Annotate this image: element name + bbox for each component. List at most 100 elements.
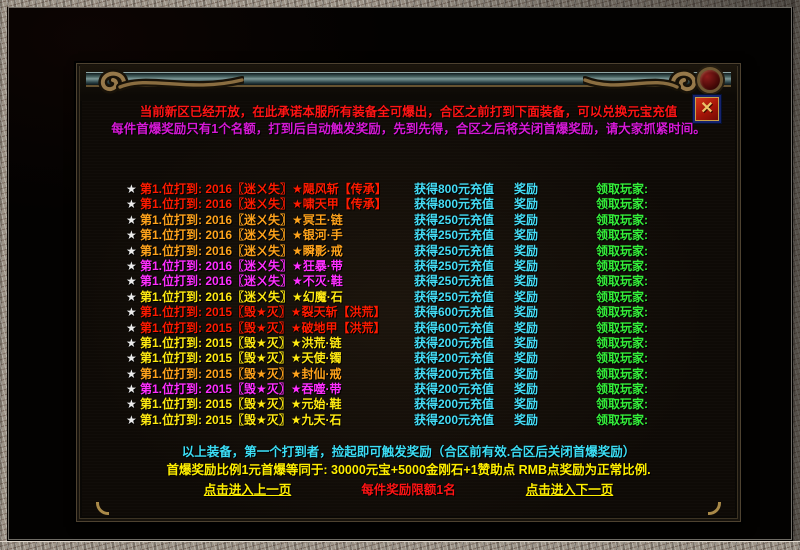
item-drop-label: 第1.位打到: 2015〖毁★灭〗★裂天斩【洪荒】: [140, 305, 386, 320]
reward-amount-label: 获得250元充值: [414, 258, 495, 273]
item-drop-label: 第1.位打到: 2015〖毁★灭〗★九天·石: [140, 412, 342, 427]
award-label: 奖励: [514, 243, 539, 258]
drop-list-row: ★ 第1.位打到: 2016〖迷ㄨ失〗★啸天甲【传承】 获得800元充值 奖励 …: [126, 197, 736, 212]
claim-player-label: 领取玩家:: [596, 228, 648, 243]
first-drop-reward-panel: ✕ 当前新区已经开放，在此承诺本服所有装备全可爆出，合区之前打到下面装备，可以兑…: [75, 62, 742, 523]
award-label: 奖励: [514, 289, 539, 304]
item-drop-label: 第1.位打到: 2016〖迷ㄨ失〗★幻魔·石: [140, 289, 343, 304]
claim-player-label: 领取玩家:: [596, 335, 648, 350]
row-star-icon: ★: [126, 351, 137, 366]
award-label: 奖励: [514, 366, 539, 381]
reward-amount-label: 获得200元充值: [414, 412, 495, 427]
footer-block: 以上装备，第一个打到者，捡起即可触发奖励（合区前有效.合区后关闭首爆奖励） 首爆…: [76, 443, 741, 499]
award-label: 奖励: [514, 335, 539, 350]
award-label: 奖励: [514, 274, 539, 289]
reward-amount-label: 获得250元充值: [414, 289, 495, 304]
close-button[interactable]: ✕: [693, 95, 721, 123]
reward-amount-label: 获得250元充值: [414, 274, 495, 289]
footer-rule-line: 以上装备，第一个打到者，捡起即可触发奖励（合区前有效.合区后关闭首爆奖励）: [181, 445, 636, 459]
prev-page-link[interactable]: 点击进入上一页: [203, 483, 292, 497]
drop-list-row: ★ 第1.位打到: 2015〖毁★灭〗★裂天斩【洪荒】 获得600元充值 奖励 …: [126, 305, 736, 320]
row-star-icon: ★: [126, 366, 137, 381]
claim-player-label: 领取玩家:: [596, 182, 648, 196]
claim-player-label: 领取玩家:: [596, 366, 648, 381]
claim-player-label: 领取玩家:: [596, 412, 648, 427]
drop-list-row: ★ 第1.位打到: 2015〖毁★灭〗★天使·镯 获得200元充值 奖励 领取玩…: [126, 351, 736, 366]
reward-amount-label: 获得800元充值: [414, 182, 495, 196]
item-drop-label: 第1.位打到: 2016〖迷ㄨ失〗★银河·手: [140, 228, 343, 243]
reward-amount-label: 获得250元充值: [414, 243, 495, 258]
drop-list-row: ★ 第1.位打到: 2016〖迷ㄨ失〗★银河·手 获得250元充值 奖励 领取玩…: [126, 228, 736, 243]
pagination-row: 点击进入上一页 每件奖励限额1名 点击进入下一页: [76, 481, 741, 499]
item-drop-label: 第1.位打到: 2016〖迷ㄨ失〗★啸天甲【传承】: [140, 197, 387, 212]
award-label: 奖励: [514, 351, 539, 366]
row-star-icon: ★: [126, 412, 137, 427]
scroll-ornament-left: [98, 69, 244, 94]
item-drop-label: 第1.位打到: 2016〖迷ㄨ失〗★飓风斩【传承】: [140, 182, 387, 196]
bottom-right-curl-ornament: [708, 502, 721, 515]
row-star-icon: ★: [126, 258, 137, 273]
claim-player-label: 领取玩家:: [596, 243, 648, 258]
award-label: 奖励: [514, 305, 539, 320]
reward-amount-label: 获得600元充值: [414, 305, 495, 320]
claim-player-label: 领取玩家:: [596, 397, 648, 412]
drop-list-row: ★ 第1.位打到: 2015〖毁★灭〗★破地甲【洪荒】 获得600元充值 奖励 …: [126, 321, 736, 336]
row-star-icon: ★: [126, 335, 137, 350]
award-label: 奖励: [514, 397, 539, 412]
drop-list-row: ★ 第1.位打到: 2015〖毁★灭〗★封仙·戒 获得200元充值 奖励 领取玩…: [126, 367, 736, 382]
drop-list-row: ★ 第1.位打到: 2016〖迷ㄨ失〗★冥王·链 获得250元充值 奖励 领取玩…: [126, 213, 736, 228]
drop-list-row: ★ 第1.位打到: 2015〖毁★灭〗★吞噬·带 获得200元充值 奖励 领取玩…: [126, 382, 736, 397]
row-star-icon: ★: [126, 397, 137, 412]
row-star-icon: ★: [126, 274, 137, 289]
claim-player-label: 领取玩家:: [596, 351, 648, 366]
bottom-left-curl-ornament: [96, 502, 109, 515]
drop-list-row: ★ 第1.位打到: 2015〖毁★灭〗★元始·鞋 获得200元充值 奖励 领取玩…: [126, 397, 736, 412]
item-drop-label: 第1.位打到: 2016〖迷ㄨ失〗★狂暴·带: [140, 258, 343, 273]
reward-amount-label: 获得200元充值: [414, 366, 495, 381]
reward-amount-label: 获得250元充值: [414, 228, 495, 243]
window-frame-top: [0, 0, 800, 7]
reward-amount-label: 获得200元充值: [414, 397, 495, 412]
row-star-icon: ★: [126, 243, 137, 258]
item-drop-label: 第1.位打到: 2015〖毁★灭〗★吞噬·带: [140, 382, 342, 397]
reward-amount-label: 获得250元充值: [414, 212, 495, 227]
row-star-icon: ★: [126, 212, 137, 227]
drop-list-row: ★ 第1.位打到: 2016〖迷ㄨ失〗★不灭·鞋 获得250元充值 奖励 领取玩…: [126, 274, 736, 289]
item-drop-label: 第1.位打到: 2015〖毁★灭〗★天使·镯: [140, 351, 342, 366]
claim-player-label: 领取玩家:: [596, 197, 648, 212]
award-label: 奖励: [514, 258, 539, 273]
award-label: 奖励: [514, 228, 539, 243]
row-star-icon: ★: [126, 320, 137, 335]
award-label: 奖励: [514, 412, 539, 427]
item-drop-label: 第1.位打到: 2015〖毁★灭〗★封仙·戒: [140, 366, 342, 381]
reward-amount-label: 获得800元充值: [414, 197, 495, 212]
panel-top-strip: [86, 72, 731, 87]
reward-amount-label: 获得200元充值: [414, 382, 495, 397]
row-star-icon: ★: [126, 289, 137, 304]
item-drop-label: 第1.位打到: 2015〖毁★灭〗★洪荒·链: [140, 335, 342, 350]
drop-list-row: ★ 第1.位打到: 2016〖迷ㄨ失〗★幻魔·石 获得250元充值 奖励 领取玩…: [126, 290, 736, 305]
corner-orb-ornament: [697, 67, 723, 93]
claim-player-label: 领取玩家:: [596, 305, 648, 320]
item-drop-label: 第1.位打到: 2015〖毁★灭〗★元始·鞋: [140, 397, 342, 412]
claim-player-label: 领取玩家:: [596, 320, 648, 335]
scroll-ornament-right: [583, 69, 699, 94]
panel-top-ornament: [80, 65, 737, 101]
drop-list-row: ★ 第1.位打到: 2015〖毁★灭〗★九天·石 获得200元充值 奖励 领取玩…: [126, 413, 736, 428]
item-drop-label: 第1.位打到: 2016〖迷ㄨ失〗★不灭·鞋: [140, 274, 343, 289]
award-label: 奖励: [514, 197, 539, 212]
claim-player-label: 领取玩家:: [596, 274, 648, 289]
row-star-icon: ★: [126, 182, 137, 196]
window-frame-right: [793, 0, 800, 550]
notice-block: 当前新区已经开放，在此承诺本服所有装备全可爆出，合区之前打到下面装备，可以兑换元…: [76, 104, 741, 138]
item-drop-label: 第1.位打到: 2016〖迷ㄨ失〗★冥王·链: [140, 212, 343, 227]
claim-player-label: 领取玩家:: [596, 382, 648, 397]
drop-list-row: ★ 第1.位打到: 2016〖迷ㄨ失〗★飓风斩【传承】 获得800元充值 奖励 …: [126, 182, 736, 197]
next-page-link[interactable]: 点击进入下一页: [525, 483, 614, 497]
award-label: 奖励: [514, 320, 539, 335]
claim-player-label: 领取玩家:: [596, 258, 648, 273]
notice-line-2: 每件首爆奖励只有1个名额，打到后自动触发奖励，先到先得，合区之后将关闭首爆奖励，…: [111, 122, 706, 136]
drop-list-row: ★ 第1.位打到: 2015〖毁★灭〗★洪荒·链 获得200元充值 奖励 领取玩…: [126, 336, 736, 351]
row-star-icon: ★: [126, 228, 137, 243]
